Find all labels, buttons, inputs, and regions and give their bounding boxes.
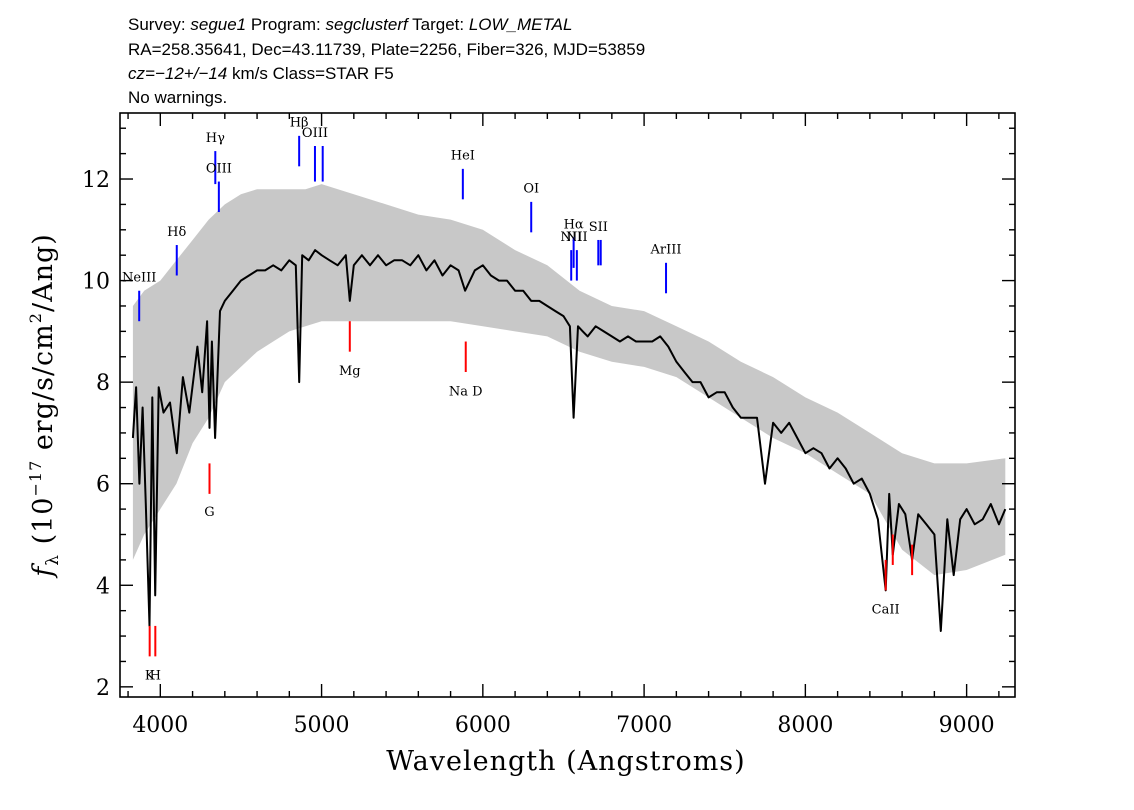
emission-line-label: Hα [564, 217, 584, 232]
emission-line-label: OIII [206, 161, 232, 176]
y-axis-label: fλ (10−17 erg/s/cm2/Ang) [26, 233, 63, 579]
x-tick-label: 9000 [939, 713, 995, 738]
x-tick-label: 6000 [455, 713, 511, 738]
flux-series [131, 249, 1007, 632]
x-tick-label: 5000 [294, 713, 350, 738]
absorption-line-label: CaII [872, 603, 900, 618]
plot-frame [119, 112, 1016, 698]
x-tick-label: 8000 [777, 713, 833, 738]
emission-line-label: HeI [451, 149, 475, 164]
emission-line-label: ArIII [650, 243, 682, 258]
absorption-line-label: G [204, 505, 214, 520]
y-tick-label: 2 [96, 676, 110, 701]
absorption-line-label: H [150, 669, 161, 684]
spectrum-header: Survey: segue1 Program: segclusterf Targ… [128, 15, 645, 107]
emission-line-label: Hβ [290, 116, 309, 131]
plot-axes [119, 112, 1016, 698]
spectral-line-markers: NeIIIHδHγOIIIHβOIIIHeIOINIIHαNIISIIArIII… [122, 116, 914, 684]
y-tick-label: 10 [82, 270, 110, 295]
emission-line-label: Hγ [206, 131, 225, 146]
header-line-3: cz=−12+/−14 km/s Class=STAR F5 [128, 64, 394, 83]
flux-line [131, 249, 1007, 632]
emission-line-label: NeIII [122, 271, 156, 286]
y-tick-label: 8 [96, 371, 110, 396]
y-tick-label: 6 [96, 473, 110, 498]
tick-labels: 4000 5000 6000 7000 8000 9000 2 4 6 8 10 12 [82, 168, 995, 738]
emission-line-label: SII [589, 220, 608, 235]
absorption-line-label: Mg [339, 364, 361, 379]
x-axis-label: Wavelength (Angstroms) [386, 746, 745, 777]
emission-line-label: OI [523, 182, 539, 197]
absorption-line-label: Na D [449, 384, 483, 399]
emission-line-label: NII [566, 230, 588, 245]
emission-line-label: OIII [302, 126, 328, 141]
x-tick-label: 4000 [132, 713, 188, 738]
emission-line-label: Hδ [167, 225, 186, 240]
absorption-line-label: K [145, 669, 155, 684]
header-line-1: Survey: segue1 Program: segclusterf Targ… [128, 15, 572, 34]
x-tick-label: 7000 [616, 713, 672, 738]
header-line-2: RA=258.35641, Dec=43.11739, Plate=2256, … [128, 40, 645, 59]
y-tick-label: 12 [82, 168, 110, 193]
y-tick-label: 4 [96, 574, 110, 599]
emission-line-label: NII [560, 230, 582, 245]
header-line-4: No warnings. [128, 88, 227, 107]
